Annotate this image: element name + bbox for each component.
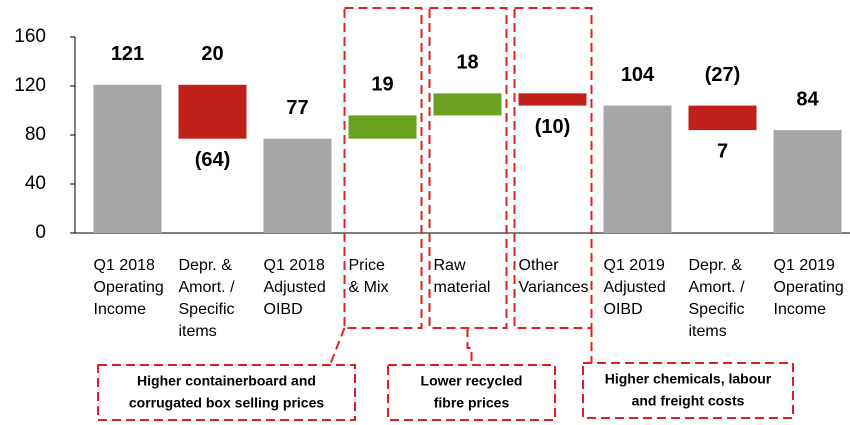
- x-tick-label: material: [434, 279, 491, 296]
- value-label: 104: [621, 64, 655, 86]
- x-tick-label: Q1 2019: [604, 257, 665, 274]
- value-label: 19: [371, 74, 393, 96]
- column-highlight: [513, 7, 593, 329]
- y-tick-label: 40: [25, 173, 46, 194]
- value-label: 7: [717, 140, 728, 162]
- bar: [433, 93, 502, 116]
- x-tick-label: Other: [519, 257, 560, 274]
- bar: [348, 115, 417, 139]
- x-tick-label: Q1 2019: [774, 257, 835, 274]
- value-label: (10): [535, 116, 571, 138]
- value-label: 77: [286, 97, 308, 119]
- x-tick-label: Adjusted: [604, 279, 666, 296]
- x-tick-label: Adjusted: [264, 279, 326, 296]
- x-tick-label: items: [689, 323, 727, 340]
- callout-box: [582, 362, 794, 419]
- callout-box: [97, 364, 356, 421]
- bar: [93, 84, 162, 234]
- value-label: 84: [796, 88, 819, 110]
- x-tick-label: Income: [94, 301, 147, 318]
- x-tick-label: Q1 2018: [264, 257, 325, 274]
- value-label: 18: [456, 52, 478, 74]
- callout-text: Higher chemicals, labour: [605, 371, 772, 387]
- x-tick-label: Specific: [179, 301, 235, 318]
- x-tick-label: Amort. /: [689, 279, 746, 296]
- x-tick-label: Variances: [519, 279, 589, 296]
- x-tick-label: Depr. &: [689, 257, 743, 274]
- value-label: 121: [111, 43, 144, 65]
- x-tick-label: Price: [349, 257, 386, 274]
- x-tick-label: Specific: [689, 301, 745, 318]
- bar: [518, 93, 587, 106]
- bar: [603, 105, 672, 233]
- x-tick-label: Income: [774, 301, 827, 318]
- x-tick-label: Operating: [774, 279, 844, 296]
- x-tick-label: Depr. &: [179, 257, 233, 274]
- y-tick-label: 80: [25, 124, 46, 145]
- y-tick-label: 120: [14, 75, 46, 96]
- value-label: 20: [201, 43, 223, 65]
- y-tick-label: 0: [35, 222, 46, 243]
- callout-text: Higher containerboard and: [137, 373, 316, 389]
- callout-text: and freight costs: [632, 393, 745, 409]
- x-tick-label: Raw: [434, 257, 466, 274]
- x-tick-label: Amort. /: [179, 279, 236, 296]
- callout-text: corrugated box selling prices: [129, 395, 324, 411]
- value-label: (27): [705, 64, 741, 86]
- bar: [688, 105, 757, 131]
- bar: [773, 130, 842, 233]
- callout-text: fibre prices: [434, 395, 510, 411]
- x-tick-label: Operating: [94, 279, 164, 296]
- callout-text: Lower recycled: [421, 373, 523, 389]
- callout-connector: [329, 327, 346, 366]
- bar: [178, 84, 247, 139]
- value-label: (64): [195, 149, 231, 171]
- callout-connector: [466, 328, 473, 365]
- y-tick-label: 160: [14, 26, 46, 47]
- column-highlight: [343, 7, 423, 329]
- bar: [263, 138, 332, 233]
- x-tick-label: & Mix: [349, 279, 389, 296]
- x-tick-label: items: [179, 323, 217, 340]
- x-tick-label: OIBD: [604, 301, 643, 318]
- x-tick-label: Q1 2018: [94, 257, 155, 274]
- x-tick-label: OIBD: [264, 301, 303, 318]
